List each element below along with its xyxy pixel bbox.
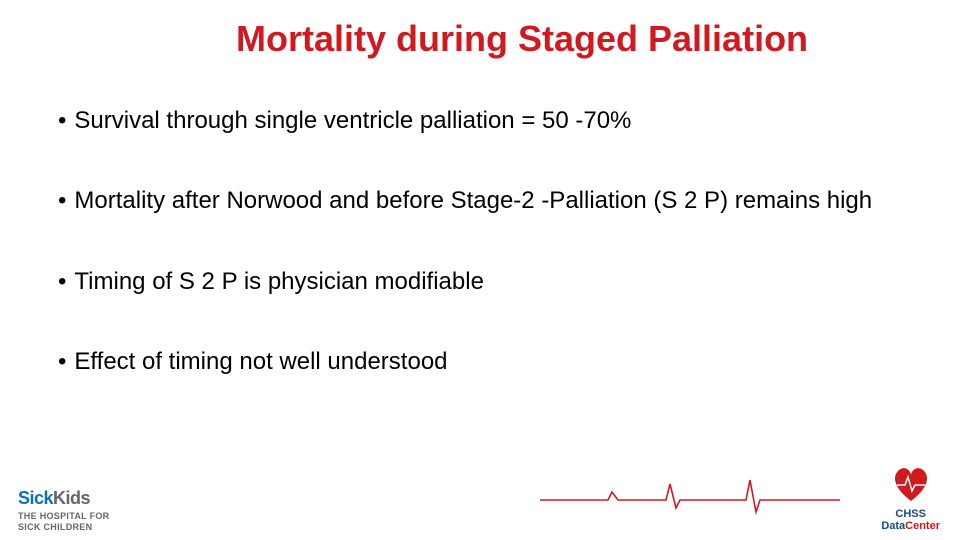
logo-sickkids-brand: SickKids <box>18 488 109 509</box>
bullet-list: •Survival through single ventricle palli… <box>58 105 898 379</box>
bullet-text: Mortality after Norwood and before Stage… <box>74 185 872 217</box>
bullet-marker: • <box>58 266 66 298</box>
chss-line2-suffix: Center <box>905 520 940 532</box>
subtitle-line1: THE HOSPITAL FOR <box>18 511 109 521</box>
slide-title: Mortality during Staged Palliation <box>236 18 808 60</box>
bullet-text: Effect of timing not well understood <box>74 346 447 378</box>
bullet-text: Timing of S 2 P is physician modifiable <box>74 266 484 298</box>
chss-line2-prefix: Data <box>881 520 905 532</box>
logo-chss: CHSS DataCenter <box>881 465 940 532</box>
ecg-icon <box>540 478 840 522</box>
brand-part1: Sick <box>18 488 53 508</box>
chss-line2: DataCenter <box>881 520 940 532</box>
bullet-item: •Mortality after Norwood and before Stag… <box>58 185 898 217</box>
bullet-item: •Timing of S 2 P is physician modifiable <box>58 266 898 298</box>
subtitle-line2: SICK CHILDREN <box>18 522 109 532</box>
ecg-line <box>540 480 840 512</box>
slide: Mortality during Staged Palliation •Surv… <box>0 0 960 540</box>
bullet-marker: • <box>58 346 66 378</box>
footer: SickKids THE HOSPITAL FOR SICK CHILDREN … <box>0 470 960 540</box>
logo-sickkids: SickKids THE HOSPITAL FOR SICK CHILDREN <box>18 488 109 532</box>
chss-line1: CHSS <box>881 508 940 520</box>
logo-sickkids-subtitle: THE HOSPITAL FOR SICK CHILDREN <box>18 511 109 532</box>
bullet-marker: • <box>58 105 66 137</box>
bullet-item: •Survival through single ventricle palli… <box>58 105 898 137</box>
bullet-text: Survival through single ventricle pallia… <box>74 105 631 137</box>
bullet-marker: • <box>58 185 66 217</box>
bullet-item: •Effect of timing not well understood <box>58 346 898 378</box>
logo-chss-text: CHSS DataCenter <box>881 508 940 532</box>
heart-icon <box>889 465 933 503</box>
brand-part2: Kids <box>53 488 90 508</box>
